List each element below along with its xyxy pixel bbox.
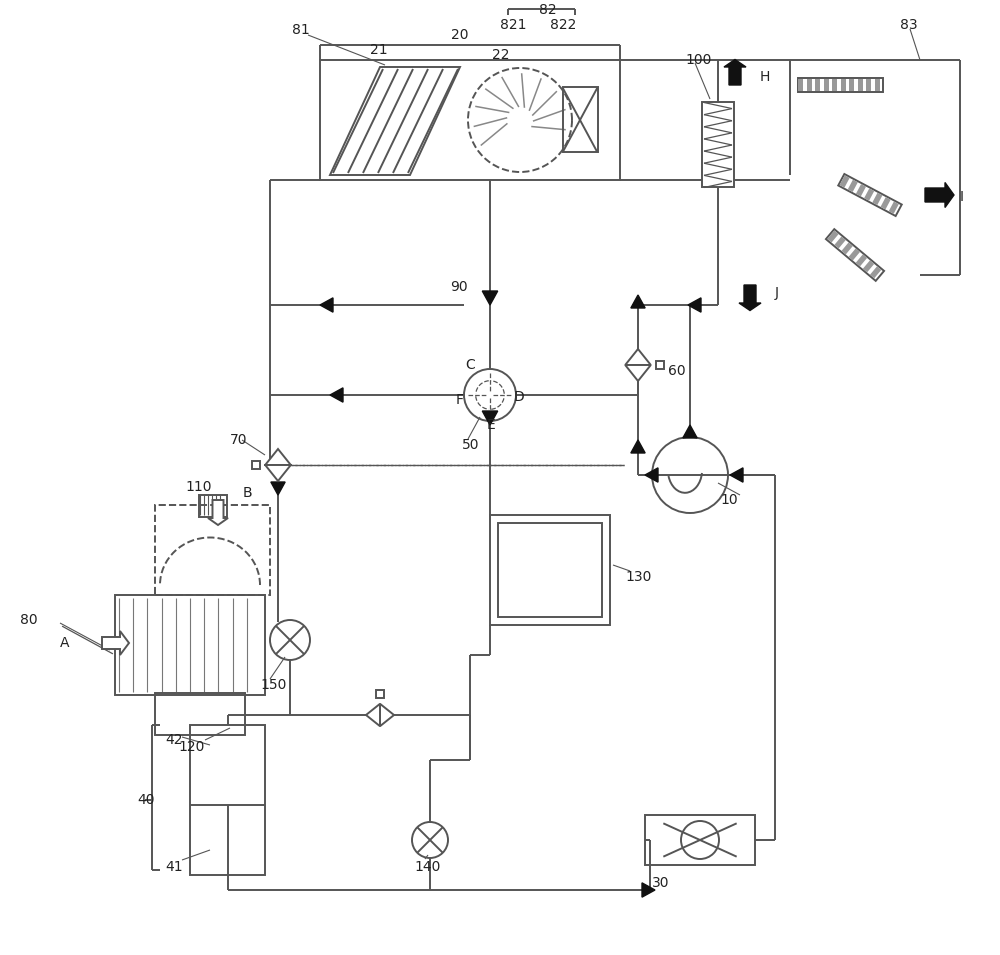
- Bar: [798, 78, 883, 92]
- Text: 41: 41: [165, 860, 183, 874]
- Text: 82: 82: [539, 3, 557, 17]
- Text: 130: 130: [625, 570, 651, 584]
- Text: H: H: [760, 70, 770, 84]
- Polygon shape: [102, 631, 129, 655]
- Bar: [856, 184, 866, 197]
- Bar: [856, 254, 867, 266]
- Bar: [376, 690, 384, 698]
- Bar: [872, 193, 882, 205]
- Bar: [866, 79, 871, 91]
- Bar: [863, 261, 874, 272]
- Polygon shape: [730, 468, 743, 482]
- Polygon shape: [739, 285, 761, 310]
- Bar: [889, 202, 899, 214]
- Bar: [562, 88, 598, 153]
- Bar: [498, 523, 602, 617]
- Bar: [798, 79, 803, 91]
- Bar: [656, 361, 664, 369]
- Bar: [115, 595, 265, 695]
- Polygon shape: [482, 411, 498, 425]
- Polygon shape: [380, 704, 394, 726]
- Text: 821: 821: [500, 18, 526, 32]
- Polygon shape: [271, 482, 285, 495]
- Text: I: I: [960, 190, 964, 204]
- Polygon shape: [631, 295, 645, 308]
- Text: 100: 100: [685, 53, 711, 67]
- Polygon shape: [265, 465, 291, 481]
- Bar: [842, 243, 853, 254]
- Bar: [199, 495, 227, 517]
- Polygon shape: [330, 388, 343, 402]
- Polygon shape: [366, 704, 380, 726]
- Text: J: J: [775, 286, 779, 300]
- Text: 90: 90: [450, 280, 468, 294]
- Text: D: D: [514, 390, 525, 404]
- Text: B: B: [243, 486, 253, 500]
- Bar: [824, 79, 829, 91]
- Polygon shape: [631, 440, 645, 453]
- Text: 30: 30: [652, 876, 670, 890]
- Text: A: A: [60, 636, 70, 650]
- Text: 150: 150: [260, 678, 286, 692]
- Text: 110: 110: [185, 480, 212, 494]
- Text: 42: 42: [165, 733, 182, 747]
- Text: 83: 83: [900, 18, 918, 32]
- Polygon shape: [642, 882, 655, 897]
- Text: 140: 140: [414, 860, 440, 874]
- Text: 10: 10: [720, 493, 738, 507]
- Text: 21: 21: [370, 43, 388, 57]
- Text: C: C: [465, 358, 475, 372]
- Bar: [815, 79, 820, 91]
- Bar: [190, 725, 265, 875]
- Bar: [849, 248, 860, 261]
- Text: 80: 80: [20, 613, 38, 627]
- Polygon shape: [925, 182, 954, 207]
- Bar: [320, 60, 620, 180]
- Bar: [832, 79, 837, 91]
- Text: 60: 60: [668, 364, 686, 378]
- Text: 81: 81: [292, 23, 310, 37]
- Bar: [870, 266, 881, 278]
- Bar: [858, 79, 863, 91]
- Bar: [838, 174, 902, 216]
- Polygon shape: [320, 298, 333, 312]
- Text: 22: 22: [492, 48, 510, 62]
- Bar: [155, 693, 245, 735]
- Polygon shape: [625, 349, 651, 365]
- Bar: [840, 176, 850, 187]
- Bar: [848, 180, 858, 192]
- Polygon shape: [625, 365, 651, 381]
- Polygon shape: [208, 500, 228, 525]
- Bar: [834, 237, 846, 248]
- Text: E: E: [487, 418, 496, 432]
- Bar: [252, 461, 260, 469]
- Bar: [155, 505, 270, 595]
- Text: 20: 20: [451, 28, 469, 42]
- Bar: [841, 79, 846, 91]
- Polygon shape: [683, 425, 697, 438]
- Bar: [864, 188, 874, 201]
- Text: 40: 40: [138, 793, 155, 807]
- Text: 120: 120: [178, 740, 204, 754]
- Bar: [490, 515, 610, 625]
- Bar: [849, 79, 854, 91]
- Text: 822: 822: [550, 18, 576, 32]
- Bar: [645, 815, 755, 865]
- Bar: [702, 102, 734, 187]
- Polygon shape: [482, 291, 498, 305]
- Polygon shape: [645, 468, 658, 482]
- Bar: [807, 79, 812, 91]
- Bar: [875, 79, 880, 91]
- Bar: [827, 230, 839, 243]
- Bar: [826, 229, 884, 281]
- Polygon shape: [724, 59, 746, 85]
- Text: 70: 70: [230, 433, 248, 447]
- Polygon shape: [265, 449, 291, 465]
- Text: F: F: [456, 393, 464, 407]
- Polygon shape: [688, 298, 701, 312]
- Text: 50: 50: [462, 438, 480, 452]
- Bar: [881, 197, 891, 209]
